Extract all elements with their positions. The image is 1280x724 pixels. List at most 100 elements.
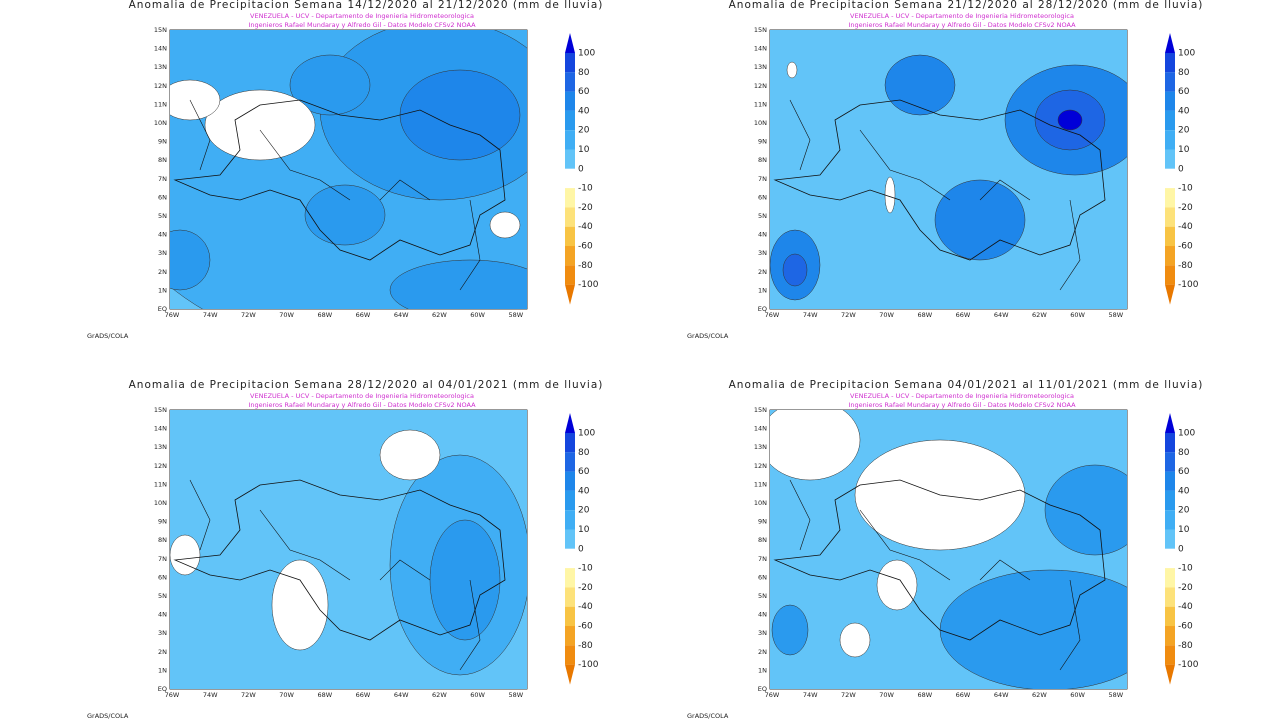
colorbar-cap [1165,284,1175,305]
panel-subtitle: Ingenieros Rafael Mundaray y Alfredo Gil… [248,21,476,29]
colorbar-segment [1165,548,1175,569]
colorbar-label: -20 [1178,583,1193,593]
borders [789,99,1081,291]
lat-label: 14N [754,45,767,53]
lon-label: 72W [841,311,856,319]
colorbar-label: 80 [1178,68,1190,78]
lon-label: 64W [994,691,1009,699]
lat-label: 9N [758,518,767,526]
lon-label: 68W [917,311,932,319]
panel-subtitle: VENEZUELA - UCV - Departamento de Ingeni… [850,392,1074,400]
colorbar-segment [565,645,575,665]
colorbar-label: -80 [578,261,593,271]
anomaly-area [170,229,211,291]
colorbar-segment [1165,490,1175,511]
colorbar-segment [1165,265,1175,285]
colorbar-segment [565,606,575,626]
coastline [173,99,506,261]
anomaly-area [1057,109,1083,131]
colorbar-cap [565,413,575,433]
lat-label: 3N [758,249,767,257]
lat-label: 15N [754,26,767,34]
lon-label: 68W [317,691,332,699]
lon-label: 62W [1032,691,1047,699]
panel-subtitle: VENEZUELA - UCV - Departamento de Ingeni… [250,12,474,20]
colorbar-segment [565,452,575,472]
colorbar-label: 0 [578,164,584,174]
lat-label: 10N [154,119,167,127]
lat-label: 1N [158,286,167,294]
credit: GrADS/COLA [687,712,729,720]
lon-label: 72W [241,691,256,699]
colorbar-label: 60 [1178,467,1190,477]
panel-subtitle: Ingenieros Rafael Mundaray y Alfredo Gil… [248,401,476,409]
lat-label: 6N [758,193,767,201]
lon-label: 70W [279,311,294,319]
colorbar-label: 10 [1178,525,1190,535]
anomaly-area [786,61,798,79]
lat-label: 9N [158,138,167,146]
colorbar-label: -100 [1178,280,1199,290]
borders [789,479,1081,671]
colorbar-label: -40 [1178,602,1193,612]
lat-label: EQ [158,685,167,693]
colorbar-label: 60 [1178,87,1190,97]
lat-label: 7N [158,555,167,563]
panel-subtitle: Ingenieros Rafael Mundaray y Alfredo Gil… [848,401,1076,409]
anomaly-area [1044,464,1127,556]
colorbar-segment [1165,645,1175,665]
colorbar-label: -80 [1178,261,1193,271]
lat-label: 2N [758,268,767,276]
lon-label: 60W [1070,311,1085,319]
lat-label: 11N [154,480,167,488]
lat-label: 7N [758,555,767,563]
coastline [173,479,506,641]
colorbar-segment [1165,626,1175,646]
colorbar-label: 40 [1178,106,1190,116]
colorbar-segment [565,548,575,569]
credit: GrADS/COLA [687,332,729,340]
lat-label: 14N [754,425,767,433]
panel-subtitle: Ingenieros Rafael Mundaray y Alfredo Gil… [848,21,1076,29]
colorbar-label: 40 [578,486,590,496]
colorbar-segment [565,471,575,491]
lon-label: 70W [879,311,894,319]
colorbar-label: 100 [1178,429,1195,439]
lat-label: 9N [158,518,167,526]
colorbar-segment [1165,226,1175,246]
lat-label: 2N [158,648,167,656]
colorbar-segment [1165,207,1175,227]
colorbar-segment [565,72,575,92]
lon-label: 62W [432,691,447,699]
lon-label: 66W [956,691,971,699]
panel-subtitle: VENEZUELA - UCV - Departamento de Ingeni… [250,392,474,400]
colorbar-label: 20 [578,126,590,136]
colorbar-segment [565,149,575,169]
lat-label: 5N [758,212,767,220]
anomaly-area [204,89,316,161]
colorbar-segment [1165,130,1175,150]
colorbar-segment [565,587,575,607]
borders [189,479,481,671]
anomaly-area [170,534,201,576]
colorbar-segment [565,168,575,189]
lat-label: 12N [754,82,767,90]
colorbar-label: -60 [578,622,593,632]
lat-label: 8N [758,536,767,544]
colorbar-cap [1165,33,1175,53]
lat-label: 3N [158,629,167,637]
lat-label: 8N [758,156,767,164]
colorbar-segment [1165,91,1175,111]
lat-label: 8N [158,536,167,544]
lat-label: 13N [154,443,167,451]
colorbar-segment [1165,149,1175,169]
lat-label: EQ [158,305,167,313]
lon-label: 62W [1032,311,1047,319]
map-field [770,410,1127,689]
lat-label: 7N [158,175,167,183]
colorbar-label: -10 [1178,184,1193,194]
colorbar-segment [565,110,575,131]
map-panel: Anomalia de Precipitacion Semana 04/01/2… [687,379,1202,720]
panel-title: Anomalia de Precipitacion Semana 14/12/2… [129,0,604,11]
lon-label: 68W [917,691,932,699]
